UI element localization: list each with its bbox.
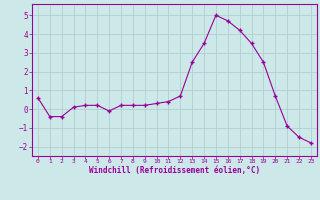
X-axis label: Windchill (Refroidissement éolien,°C): Windchill (Refroidissement éolien,°C) [89,166,260,175]
